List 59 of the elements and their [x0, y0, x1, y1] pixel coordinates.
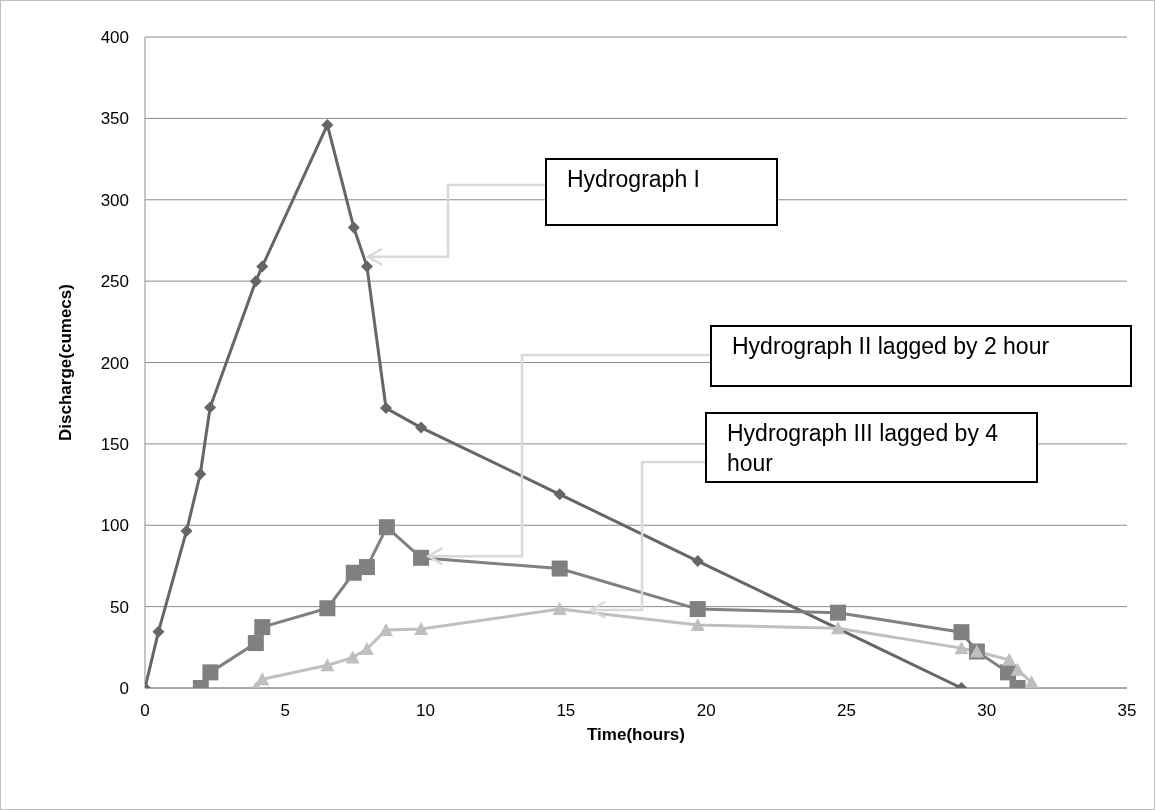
point — [194, 467, 207, 480]
point — [360, 260, 373, 273]
point — [358, 559, 375, 576]
point — [1010, 662, 1025, 676]
point — [690, 618, 705, 632]
x-tick-label: 0 — [140, 701, 150, 721]
y-tick-label: 0 — [119, 679, 129, 699]
point — [413, 549, 430, 566]
x-tick-label: 5 — [280, 701, 291, 721]
x-tick-label: 10 — [416, 701, 436, 721]
point — [689, 601, 706, 618]
x-tick-label: 25 — [836, 701, 856, 721]
y-tick-label: 50 — [110, 597, 129, 617]
y-tick-label: 150 — [100, 434, 129, 454]
point — [954, 641, 969, 655]
point — [202, 664, 219, 681]
point — [345, 650, 360, 664]
point — [831, 621, 846, 635]
point — [204, 401, 217, 414]
point — [321, 118, 334, 131]
point — [378, 519, 395, 536]
x-tick-label: 20 — [696, 701, 716, 721]
point — [249, 275, 262, 288]
y-axis-title: Discharge(cumecs) — [56, 284, 76, 441]
point — [379, 622, 394, 636]
point — [359, 641, 374, 655]
y-tick-label: 250 — [100, 272, 129, 292]
point — [152, 625, 165, 638]
annotation: Hydrograph II lagged by 2 hour — [732, 332, 1051, 361]
y-tick-label: 300 — [100, 190, 129, 210]
point — [691, 555, 704, 568]
point — [1024, 675, 1039, 688]
x-tick-label: 15 — [556, 701, 576, 721]
point — [180, 524, 193, 537]
y-tick-label: 200 — [100, 353, 129, 373]
point — [830, 604, 847, 621]
y-tick-label: 350 — [100, 109, 129, 129]
point — [414, 621, 429, 635]
point — [552, 602, 567, 616]
y-tick-label: 100 — [100, 516, 129, 536]
x-tick-label: 35 — [1117, 701, 1137, 721]
x-axis-title: Time(hours) — [587, 725, 685, 744]
point — [247, 635, 264, 652]
point — [256, 260, 269, 273]
point — [380, 402, 393, 415]
point — [551, 560, 568, 577]
annotation: Hydrograph I — [567, 165, 701, 194]
point — [254, 619, 271, 636]
x-tick-label: 30 — [977, 701, 997, 721]
point — [1002, 652, 1017, 666]
point — [553, 488, 566, 501]
point — [347, 221, 360, 234]
point — [319, 600, 336, 617]
y-tick-label: 400 — [100, 28, 129, 48]
point — [255, 672, 270, 686]
point — [320, 658, 335, 672]
point — [953, 624, 970, 641]
annotation: Hydrograph III lagged by 4 hour — [727, 419, 1000, 478]
point — [415, 421, 428, 434]
